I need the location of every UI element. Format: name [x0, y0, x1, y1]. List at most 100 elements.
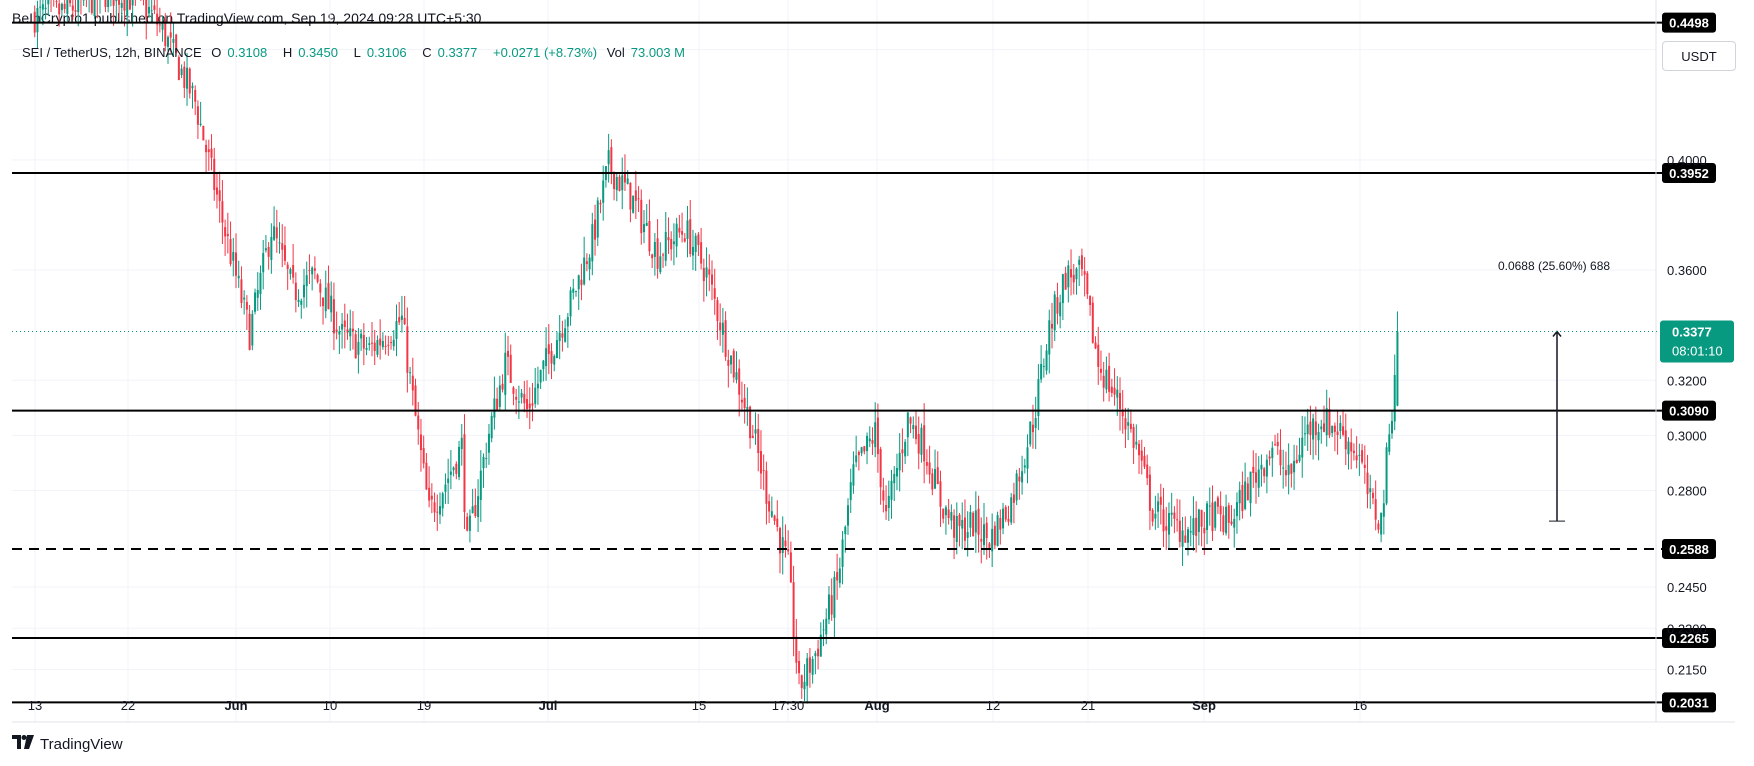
candle-body [983, 524, 985, 546]
candle-body [1396, 331, 1399, 406]
candle-body [1037, 379, 1040, 416]
candle-body [1162, 509, 1165, 532]
candle-body [273, 226, 276, 240]
candle-body [724, 320, 727, 357]
candle-body [1165, 526, 1168, 531]
candle-body [1053, 294, 1056, 331]
candle-body [390, 342, 393, 344]
footer-branding[interactable]: TradingView [12, 735, 123, 753]
candle-body [659, 256, 662, 273]
candle-body [496, 398, 499, 411]
candle-body [691, 246, 694, 256]
candle-body [1352, 450, 1355, 454]
candle-body [887, 495, 890, 509]
candle-body [613, 171, 616, 189]
candle-body [912, 425, 915, 430]
candle-body [572, 288, 575, 293]
candle-body [1355, 455, 1358, 461]
candle-body [69, 0, 72, 4]
candle-body [1227, 505, 1230, 523]
candle-body [547, 344, 550, 354]
candle-body [917, 434, 920, 454]
candle-body [240, 279, 243, 304]
candle-body [1230, 521, 1233, 525]
open-label: O [211, 45, 222, 60]
candle-body [387, 344, 390, 346]
candle-body [1116, 389, 1119, 398]
candle-body [651, 254, 654, 259]
candle-body [607, 150, 610, 165]
candle-body [379, 338, 382, 346]
candle-body [512, 387, 515, 394]
candle-body [479, 470, 482, 500]
candle-body [681, 231, 684, 235]
candle-body [1333, 425, 1336, 432]
candle-body [226, 233, 229, 237]
candle-body [498, 385, 501, 407]
candle-body [1151, 509, 1154, 522]
candle-body [1070, 269, 1073, 278]
candle-body [275, 227, 278, 239]
currency-unit-button[interactable]: USDT [1662, 41, 1736, 71]
candle-body [1064, 272, 1067, 290]
candle-body [463, 434, 466, 513]
volume-label: Vol [606, 45, 625, 60]
candle-body [531, 403, 534, 406]
candle-body [1374, 499, 1377, 520]
candle-body [324, 287, 327, 312]
candle-body [1004, 506, 1007, 520]
candle-body [621, 175, 624, 191]
candle-body [1034, 418, 1037, 428]
symbol-name[interactable]: SEI / TetherUS, 12h, BINANCE [22, 45, 202, 60]
candle-body [482, 456, 485, 469]
candle-body [313, 268, 316, 271]
candle-body [128, 0, 131, 10]
candle-body [471, 506, 474, 514]
candle-body [455, 463, 458, 474]
candle-body [1358, 454, 1361, 456]
candle-body [670, 238, 673, 250]
candle-body [392, 339, 395, 347]
candle-body [852, 464, 855, 486]
candle-body [980, 538, 983, 542]
candle-body [283, 245, 286, 261]
candle-body [1325, 408, 1328, 436]
candle-body [1091, 302, 1094, 343]
candle-body [1265, 459, 1268, 477]
candle-body [58, 3, 61, 15]
candle-body [126, 0, 129, 16]
time-tick-label: 12 [986, 698, 1000, 713]
candle-body [400, 315, 403, 320]
candle-body [825, 618, 828, 635]
symbol-legend: SEI / TetherUS, 12h, BINANCE O 0.3108 H 0.… [22, 45, 697, 60]
candle-body [224, 227, 227, 237]
candle-body [153, 5, 156, 10]
candle-body [732, 350, 735, 378]
candle-body [1176, 519, 1179, 521]
candle-body [1203, 527, 1206, 534]
candle-body [716, 300, 719, 322]
level-price-label: 0.2265 [1669, 631, 1709, 646]
candle-body [264, 248, 267, 251]
candle-body [906, 412, 909, 438]
level-price-label: 0.2031 [1669, 695, 1709, 710]
candle-body [1347, 441, 1350, 455]
candle-body [243, 297, 246, 300]
candle-body [303, 284, 305, 298]
candle-body [158, 24, 161, 26]
candle-body [640, 199, 643, 234]
candle-body [564, 328, 567, 342]
candle-body [585, 261, 588, 265]
candle-body [528, 403, 531, 409]
candle-body [936, 467, 939, 485]
candle-body [675, 223, 678, 247]
candle-body [417, 415, 420, 430]
candle-body [773, 515, 776, 521]
candle-body [428, 487, 431, 501]
time-tick-label: 13 [28, 698, 42, 713]
candle-body [221, 201, 224, 223]
time-tick-label: 10 [323, 698, 337, 713]
candle-body [798, 660, 801, 674]
candle-body [63, 3, 66, 10]
